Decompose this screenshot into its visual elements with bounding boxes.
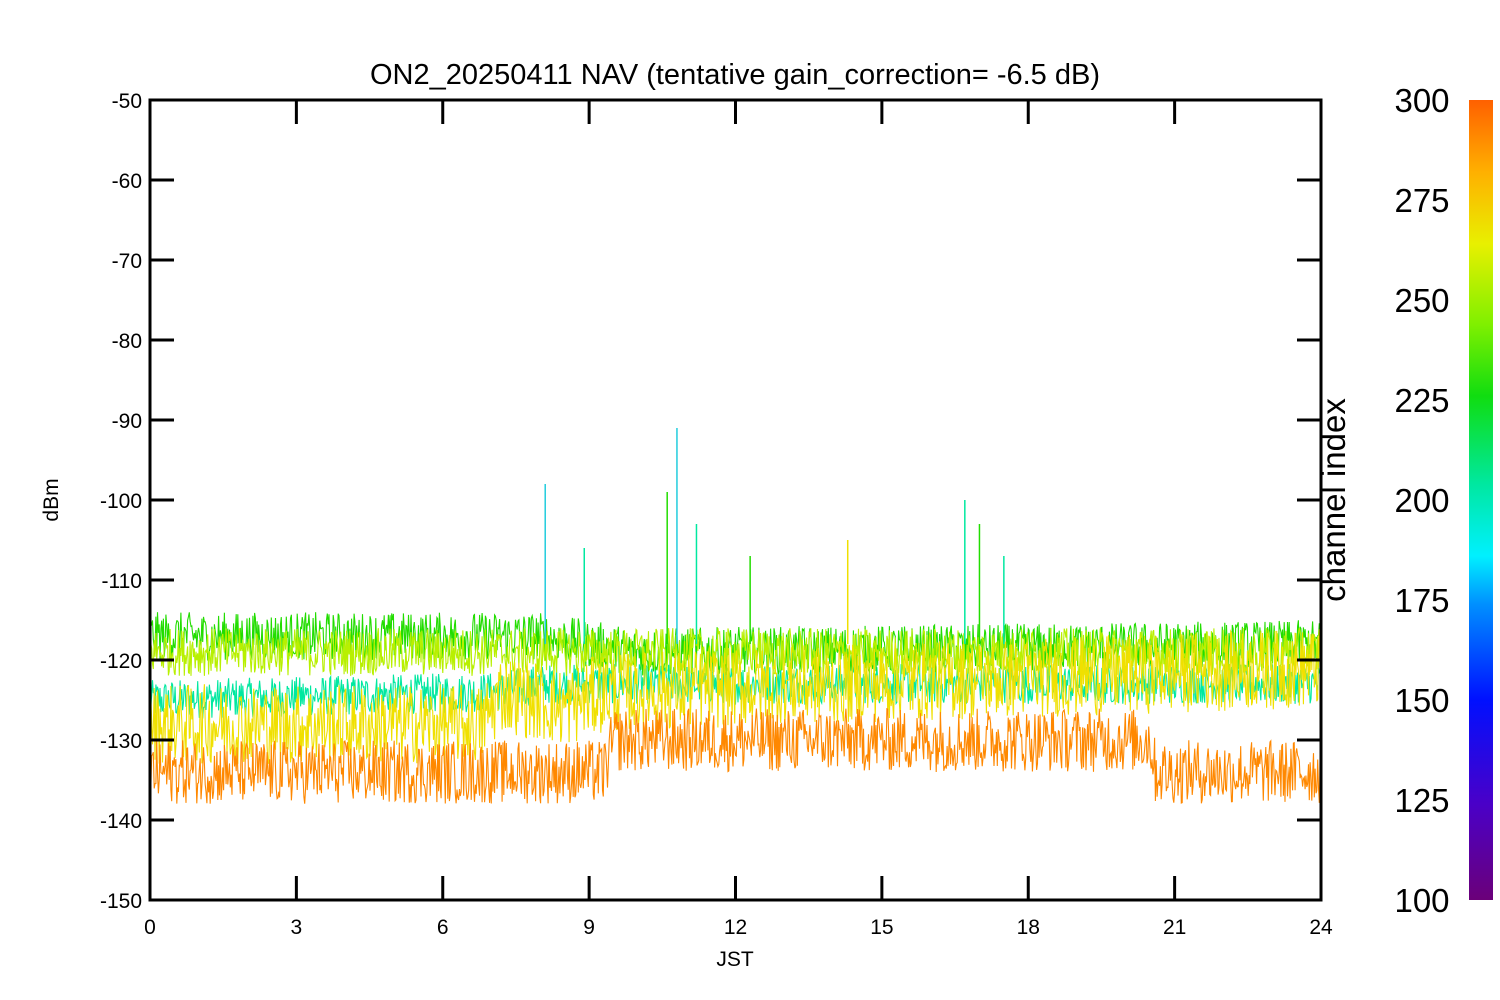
y-axis: -50 -60 -70 -80 -90 -100 -110 -120 -130 -140 -150 bbox=[100, 90, 1321, 913]
plot-frame bbox=[148, 98, 1323, 902]
x-tick-label: 15 bbox=[870, 916, 893, 939]
series-line-ch275 bbox=[150, 629, 1321, 764]
colorbar-ticks: 300 275 250 225 200 175 150 125 100 bbox=[1394, 82, 1449, 919]
y-tick-label: -150 bbox=[100, 890, 142, 913]
colorbar-tick-label: 300 bbox=[1394, 82, 1449, 119]
y-tick-label: -80 bbox=[112, 330, 142, 353]
colorbar-tick-label: 275 bbox=[1394, 182, 1449, 219]
colorbar-label: channel index bbox=[1315, 398, 1352, 602]
y-tick-label: -130 bbox=[100, 730, 142, 753]
y-tick-label: -120 bbox=[100, 650, 142, 673]
colorbar-tick-label: 225 bbox=[1394, 382, 1449, 419]
x-tick-label: 12 bbox=[724, 916, 747, 939]
y-axis-label: dBm bbox=[40, 478, 63, 521]
y-tick-label: -100 bbox=[100, 490, 142, 513]
x-tick-label: 6 bbox=[437, 916, 449, 939]
colorbar-tick-label: 250 bbox=[1394, 282, 1449, 319]
y-tick-label: -110 bbox=[102, 570, 142, 593]
colorbar-tick-label: 100 bbox=[1394, 882, 1449, 919]
y-tick-label: -90 bbox=[112, 410, 142, 433]
colorbar-tick-label: 175 bbox=[1394, 582, 1449, 619]
colorbar-tick-label: 150 bbox=[1394, 682, 1449, 719]
x-tick-label: 9 bbox=[583, 916, 595, 939]
y-tick-label: -60 bbox=[112, 170, 142, 193]
chart-title: ON2_20250411 NAV (tentative gain_correct… bbox=[370, 59, 1100, 91]
colorbar-tick-label: 125 bbox=[1394, 782, 1449, 819]
x-tick-label: 0 bbox=[144, 916, 156, 939]
series-line-ch290 bbox=[150, 707, 1321, 804]
colorbar-tick-label: 200 bbox=[1394, 482, 1449, 519]
x-tick-label: 21 bbox=[1163, 916, 1186, 939]
y-tick-label: -140 bbox=[100, 810, 142, 833]
x-axis: 0 3 6 9 12 15 18 21 24 bbox=[144, 100, 1333, 939]
x-tick-label: 24 bbox=[1309, 916, 1333, 939]
y-tick-label: -50 bbox=[112, 90, 142, 113]
plot-series-layer bbox=[150, 428, 1321, 804]
x-tick-label: 18 bbox=[1017, 916, 1040, 939]
x-axis-label: JST bbox=[716, 948, 754, 971]
y-tick-label: -70 bbox=[112, 250, 142, 273]
colorbar bbox=[1469, 100, 1493, 900]
x-tick-label: 3 bbox=[291, 916, 303, 939]
